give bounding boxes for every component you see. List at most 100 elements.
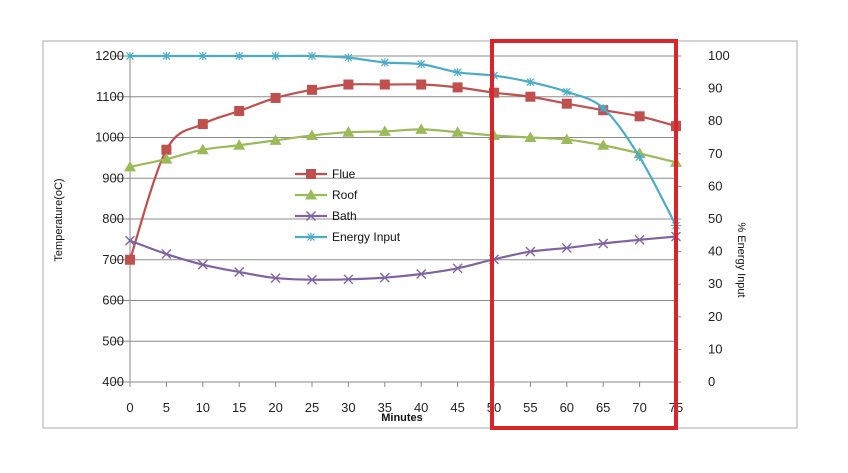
y2-tick-label: 80 <box>708 113 722 128</box>
series-bath-line <box>129 235 677 281</box>
legend-flue-label: Flue <box>332 167 356 181</box>
y-tick-label: 1200 <box>95 48 124 63</box>
series-roof-point <box>378 125 391 136</box>
x-tick-label: 30 <box>341 400 355 415</box>
legend-energy-input-swatch-point <box>306 233 316 241</box>
series-energy-input-point <box>379 58 390 67</box>
x-tick-label: 25 <box>305 400 319 415</box>
series-flue-point <box>234 106 245 117</box>
series-flue <box>125 79 681 265</box>
y2-tick-label: 40 <box>708 244 722 259</box>
y-tick-label: 900 <box>102 170 124 185</box>
series-flue-point <box>125 254 135 265</box>
legend-flue-swatch-point <box>306 169 316 179</box>
series-bath-point <box>125 235 135 246</box>
series-bath-point <box>561 242 572 253</box>
x-tick-label: 45 <box>450 400 464 415</box>
series-bath-point <box>525 246 536 257</box>
series-roof-point <box>306 129 318 140</box>
x-tick-label: 10 <box>196 400 210 415</box>
series-energy-input-point <box>234 52 245 60</box>
y-tick-label: 1000 <box>95 130 124 145</box>
series-flue-line <box>128 83 677 261</box>
x-tick-label: 0 <box>126 400 133 415</box>
series-energy-input-point <box>307 52 317 60</box>
x-tick-label: 15 <box>232 400 246 415</box>
series-energy-input-point <box>161 52 172 60</box>
y-tick-label: 400 <box>102 374 124 389</box>
series-flue-point <box>525 91 536 102</box>
series-flue-point <box>307 84 317 95</box>
series-bath-point <box>197 259 208 270</box>
series-energy-input-point <box>270 52 281 60</box>
series-flue-point <box>270 92 281 103</box>
series-roof-point <box>451 126 464 137</box>
series-roof-point <box>196 143 209 155</box>
y2-tick-label: 100 <box>708 48 730 63</box>
x-tick-label: 40 <box>414 400 428 415</box>
series-roof-point <box>233 139 246 150</box>
y-tick-label: 700 <box>102 252 124 267</box>
legend-energy-input: Energy Input <box>295 230 401 244</box>
series-energy-input-point <box>561 87 572 96</box>
legend-roof-label: Roof <box>332 188 358 202</box>
y2-tick-label: 50 <box>708 211 722 226</box>
series-bath-point <box>634 234 645 245</box>
legend-bath: Bath <box>295 209 357 223</box>
series-bath <box>125 231 681 285</box>
x-tick-label: 55 <box>523 400 537 415</box>
x-tick-label: 35 <box>378 400 392 415</box>
y2-tick-label: 30 <box>708 276 722 291</box>
series-energy-input-point <box>416 60 427 69</box>
series-energy-input-line <box>130 54 677 227</box>
highlight-box <box>490 39 678 430</box>
series-roof-point <box>269 134 282 145</box>
series-bath-point <box>452 263 463 274</box>
series-roof-point <box>160 153 173 164</box>
series-flue-point <box>452 82 463 93</box>
legend-bath-swatch-point <box>306 211 316 221</box>
series-bath-point <box>270 273 281 284</box>
series-flue-point <box>343 79 354 90</box>
y2-axis-title: % Energy Input <box>735 222 747 297</box>
series-roof-line <box>129 128 677 168</box>
series-energy-input-point <box>634 153 645 162</box>
series-layer <box>124 52 682 285</box>
series-bath-point <box>161 249 172 260</box>
series-flue-point <box>197 119 208 130</box>
y2-tick-label: 70 <box>708 146 722 161</box>
left-axis-tick-labels: 400 500 600 700 800 900 1000 1100 1200 <box>95 48 124 389</box>
series-flue-point <box>161 144 172 155</box>
series-bath-point <box>307 274 317 285</box>
series-bath-point <box>598 238 609 249</box>
y-tick-label: 500 <box>102 333 124 348</box>
series-roof-point <box>342 126 355 137</box>
series-roof-point <box>560 133 573 145</box>
legend-roof-swatch-point <box>305 189 317 200</box>
y2-tick-label: 90 <box>708 81 722 96</box>
series-bath-point <box>379 272 390 283</box>
legend-energy-input-label: Energy Input <box>332 230 401 244</box>
series-energy-input-point <box>598 104 609 113</box>
series-flue-point <box>416 79 427 90</box>
y2-tick-label: 60 <box>708 178 722 193</box>
series-bath-point <box>416 269 427 280</box>
series-roof-point <box>124 160 136 172</box>
series-energy-input-point <box>197 52 208 60</box>
legend-bath-label: Bath <box>332 209 357 223</box>
y-tick-label: 1100 <box>96 89 124 104</box>
right-axis-tick-labels: 0 10 20 30 40 50 60 70 80 90 100 <box>676 48 730 389</box>
y-tick-label: 600 <box>102 293 124 308</box>
series-energy-input-point <box>125 52 135 60</box>
gridlines <box>112 55 676 342</box>
legend: Flue Roof Bath Energy Input <box>295 167 401 244</box>
series-roof-point <box>633 147 646 158</box>
x-tick-label: 5 <box>163 400 170 415</box>
series-energy-input-point <box>452 68 463 77</box>
legend-flue: Flue <box>295 167 356 181</box>
x-tick-label: 65 <box>596 400 610 415</box>
series-energy-input-point <box>343 53 354 62</box>
series-flue-point <box>634 111 645 122</box>
x-axis-title: Minutes <box>381 412 423 424</box>
